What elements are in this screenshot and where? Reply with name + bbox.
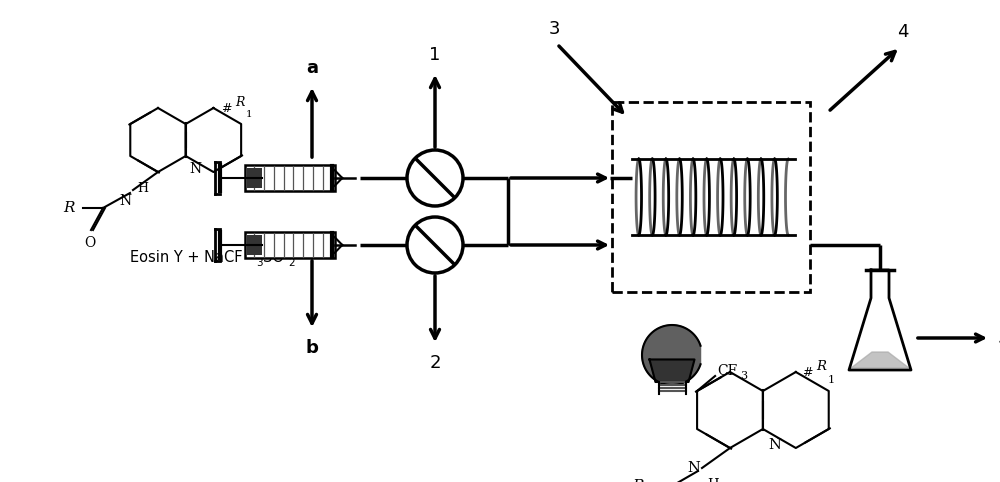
Polygon shape <box>650 360 694 382</box>
Text: H: H <box>137 182 148 195</box>
Text: N: N <box>768 438 781 452</box>
Text: R: R <box>64 201 75 215</box>
Text: 1: 1 <box>429 46 441 64</box>
Text: #: # <box>802 365 812 378</box>
Text: 4: 4 <box>897 23 909 41</box>
Text: 2: 2 <box>288 258 295 268</box>
Text: N: N <box>190 162 202 176</box>
Bar <box>247 168 262 188</box>
Text: 3: 3 <box>256 258 263 268</box>
Text: R: R <box>235 96 245 109</box>
Text: 2: 2 <box>429 354 441 372</box>
Circle shape <box>407 217 463 273</box>
Text: O: O <box>84 236 96 250</box>
Text: H: H <box>707 478 719 482</box>
Text: #: # <box>221 102 232 115</box>
Bar <box>247 235 262 255</box>
Bar <box>245 232 335 258</box>
Text: N: N <box>687 461 700 475</box>
Bar <box>612 102 810 292</box>
Polygon shape <box>642 325 701 385</box>
Text: 1: 1 <box>828 375 835 385</box>
Circle shape <box>407 150 463 206</box>
Bar <box>245 165 335 191</box>
Text: 3: 3 <box>740 371 747 381</box>
Text: 3: 3 <box>548 20 560 38</box>
Text: 5: 5 <box>998 329 1000 347</box>
Text: Eosin Y + NaCF: Eosin Y + NaCF <box>130 251 242 266</box>
Text: b: b <box>306 339 318 357</box>
Text: CF: CF <box>717 364 737 378</box>
Text: R: R <box>633 479 644 482</box>
Text: R: R <box>816 361 826 374</box>
Polygon shape <box>851 352 909 368</box>
Text: SO: SO <box>263 251 284 266</box>
Text: 1: 1 <box>245 110 252 119</box>
Text: N: N <box>119 194 131 208</box>
Polygon shape <box>849 270 911 370</box>
Text: a: a <box>306 59 318 77</box>
